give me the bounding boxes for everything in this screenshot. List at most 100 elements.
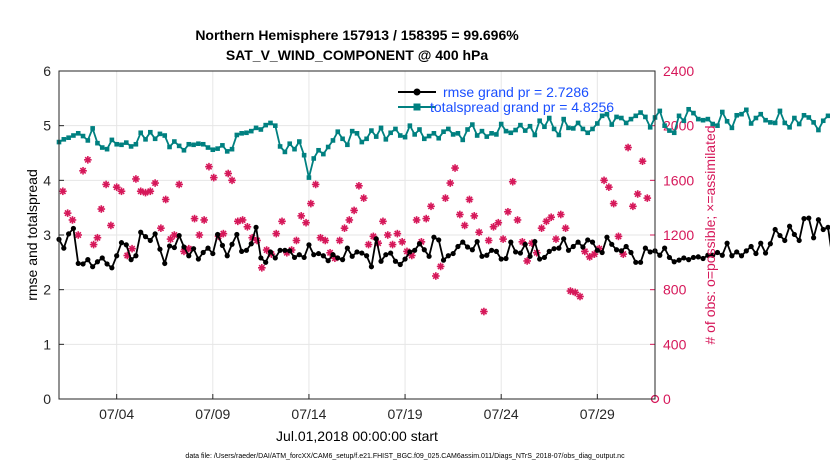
totalspread-point bbox=[522, 128, 528, 133]
totalspread-point bbox=[407, 123, 413, 128]
totalspread-point bbox=[662, 123, 667, 128]
totalspread-point bbox=[229, 146, 235, 152]
obs-assimilated-point bbox=[79, 166, 87, 175]
totalspread-point bbox=[782, 120, 788, 126]
obs-assimilated-point bbox=[117, 187, 126, 196]
totalspread-point bbox=[585, 130, 591, 136]
obs-assimilated-point bbox=[456, 210, 464, 219]
totalspread-point bbox=[301, 152, 307, 158]
rmse-point bbox=[589, 239, 596, 245]
obs-assimilated-point bbox=[484, 236, 493, 245]
totalspread-point bbox=[143, 137, 148, 142]
totalspread-point bbox=[705, 116, 711, 122]
totalspread-point bbox=[393, 126, 398, 132]
rmse-point bbox=[349, 253, 355, 259]
totalspread-point bbox=[345, 142, 350, 148]
totalspread-point bbox=[590, 126, 595, 132]
y-tick-label: 5 bbox=[43, 118, 51, 134]
totalspread-point bbox=[277, 144, 283, 149]
rmse-point bbox=[412, 247, 418, 253]
totalspread-point bbox=[181, 147, 187, 153]
obs-assimilated-point bbox=[494, 218, 503, 227]
totalspread-point bbox=[595, 121, 600, 126]
rmse-point bbox=[671, 259, 677, 265]
totalspread-point bbox=[695, 116, 701, 122]
totalspread-point bbox=[349, 128, 355, 134]
totalspread-point bbox=[820, 118, 826, 124]
rmse-point bbox=[532, 238, 538, 245]
rmse-point bbox=[724, 240, 730, 246]
totalspread-point bbox=[494, 132, 499, 137]
totalspread-point bbox=[417, 127, 422, 132]
totalspread-point bbox=[431, 131, 437, 136]
obs-assimilated-point bbox=[547, 213, 555, 222]
rmse-point bbox=[522, 241, 528, 247]
totalspread-point bbox=[354, 131, 360, 136]
obs-assimilated-point bbox=[542, 217, 551, 226]
rmse-point bbox=[647, 249, 653, 255]
totalspread-point bbox=[542, 124, 547, 130]
rmse-point bbox=[368, 264, 375, 270]
rmse-point bbox=[157, 246, 163, 252]
obs-assimilated-point bbox=[499, 235, 507, 243]
totalspread-point bbox=[825, 113, 830, 119]
totalspread-point bbox=[647, 125, 653, 130]
rmse-point bbox=[700, 255, 706, 262]
rmse-point bbox=[594, 247, 600, 253]
rmse-point bbox=[777, 232, 783, 239]
totalspread-point bbox=[152, 136, 158, 142]
totalspread-point bbox=[234, 132, 240, 138]
rmse-point bbox=[190, 246, 197, 252]
totalspread-point bbox=[570, 126, 576, 131]
totalspread-point bbox=[546, 115, 552, 121]
rmse-point bbox=[546, 248, 552, 254]
totalspread-point bbox=[244, 130, 249, 136]
totalspread-point bbox=[133, 141, 139, 147]
rmse-point bbox=[142, 234, 149, 240]
rmse-point bbox=[613, 247, 620, 253]
rmse-point bbox=[503, 255, 509, 262]
obs-assimilated-point bbox=[307, 199, 315, 208]
data-file-footnote: data file: /Users/raeder/DAI/ATM_forcXX/… bbox=[185, 453, 625, 460]
obs-assimilated-point bbox=[340, 224, 349, 232]
x-tick-label: 07/09 bbox=[195, 406, 230, 422]
obs-assimilated-point bbox=[195, 231, 204, 239]
obs-assimilated-point bbox=[63, 209, 72, 217]
rmse-point bbox=[743, 248, 749, 254]
rmse-point bbox=[445, 253, 451, 259]
obs-assimilated-point bbox=[475, 228, 483, 237]
totalspread-point bbox=[306, 175, 312, 180]
rmse-point bbox=[378, 258, 384, 264]
rmse-point bbox=[436, 237, 442, 243]
x-tick-label: 07/04 bbox=[99, 406, 134, 422]
obs-assimilated-point bbox=[432, 272, 440, 280]
obs-assimilated-point bbox=[292, 236, 301, 245]
rmse-point bbox=[464, 244, 471, 250]
obs-assimilated-point bbox=[629, 202, 637, 211]
totalspread-point bbox=[561, 116, 566, 122]
totalspread-point bbox=[763, 117, 768, 123]
obs-assimilated-point bbox=[278, 217, 286, 226]
rmse-point bbox=[219, 242, 226, 248]
obs-assimilated-point bbox=[157, 224, 165, 232]
rmse-point bbox=[248, 241, 254, 247]
rmse-point bbox=[753, 250, 759, 257]
rmse-point bbox=[782, 237, 788, 244]
rmse-point bbox=[705, 252, 711, 258]
totalspread-point bbox=[700, 117, 706, 123]
totalspread-point bbox=[215, 146, 220, 151]
obs-assimilated-point bbox=[132, 175, 140, 183]
rmse-point bbox=[123, 242, 129, 248]
rmse-point bbox=[710, 252, 716, 258]
rmse-point bbox=[815, 217, 822, 223]
rmse-point bbox=[320, 253, 326, 259]
rmse-point bbox=[267, 249, 274, 255]
totalspread-point bbox=[734, 112, 740, 118]
obs-assimilated-point bbox=[633, 190, 642, 198]
y2-tick-label: 2400 bbox=[663, 63, 694, 79]
obs-assimilated-point bbox=[311, 180, 320, 189]
totalspread-point bbox=[609, 122, 615, 127]
rmse-point bbox=[556, 245, 562, 251]
y-tick-label: 0 bbox=[43, 391, 51, 407]
rmse-point bbox=[517, 250, 524, 256]
